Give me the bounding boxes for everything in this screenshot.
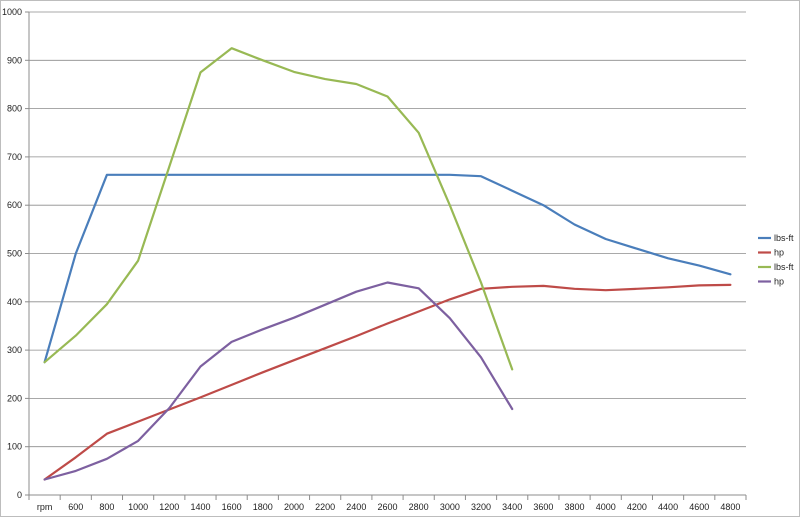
x-tick-label-2600: 2600 — [377, 502, 397, 512]
y-tick-label-1000: 1000 — [2, 7, 22, 17]
legend-label-1: lbs-ft — [774, 233, 794, 243]
y-tick-label-200: 200 — [7, 393, 22, 403]
x-tick-label-1600: 1600 — [222, 502, 242, 512]
axes — [25, 11, 747, 500]
y-tick-label-0: 0 — [17, 490, 22, 500]
x-axis-tick-labels: rpm 600 800 1000 1200 1400 1600 1800 2000 2200 240… — [37, 502, 741, 512]
x-tick-label-4400: 4400 — [658, 502, 678, 512]
y-axis-tick-labels: 0 100 200 300 400 500 600 700 800 900 1000 — [2, 7, 22, 500]
x-tick-label-rpm: rpm — [37, 502, 53, 512]
y-tick-label-800: 800 — [7, 104, 22, 114]
x-tick-label-600: 600 — [68, 502, 83, 512]
series-line-1-lbs-ft — [43, 173, 732, 364]
legend-label-2: hp — [774, 248, 784, 258]
x-tick-label-800: 800 — [99, 502, 114, 512]
x-tick-label-1800: 1800 — [253, 502, 273, 512]
legend-label-4: hp — [774, 277, 784, 287]
series-line-2-hp — [43, 283, 732, 481]
series-line-4-hp — [43, 281, 514, 481]
y-tick-label-600: 600 — [7, 200, 22, 210]
y-tick-label-100: 100 — [7, 442, 22, 452]
x-tick-label-1400: 1400 — [190, 502, 210, 512]
x-tick-label-1200: 1200 — [159, 502, 179, 512]
series-lines — [43, 47, 732, 481]
legend: lbs-ft hp lbs-ft hp — [758, 233, 794, 287]
x-tick-label-4600: 4600 — [689, 502, 709, 512]
x-tick-label-3000: 3000 — [440, 502, 460, 512]
legend-label-3: lbs-ft — [774, 262, 794, 272]
x-tick-label-3800: 3800 — [565, 502, 585, 512]
y-tick-label-300: 300 — [7, 345, 22, 355]
series-line-3-lbs-ft — [43, 47, 514, 371]
y-tick-label-400: 400 — [7, 297, 22, 307]
x-tick-label-3200: 3200 — [471, 502, 491, 512]
x-tick-label-3600: 3600 — [533, 502, 553, 512]
x-tick-label-4200: 4200 — [627, 502, 647, 512]
y-tick-label-500: 500 — [7, 249, 22, 259]
x-tick-label-4000: 4000 — [596, 502, 616, 512]
x-tick-label-2000: 2000 — [284, 502, 304, 512]
y-tick-label-700: 700 — [7, 152, 22, 162]
x-tick-label-2200: 2200 — [315, 502, 335, 512]
x-tick-label-2400: 2400 — [346, 502, 366, 512]
x-tick-label-1000: 1000 — [128, 502, 148, 512]
x-tick-label-3400: 3400 — [502, 502, 522, 512]
x-tick-label-4800: 4800 — [720, 502, 740, 512]
x-tick-label-2800: 2800 — [409, 502, 429, 512]
gridlines — [29, 11, 746, 448]
y-tick-label-900: 900 — [7, 55, 22, 65]
